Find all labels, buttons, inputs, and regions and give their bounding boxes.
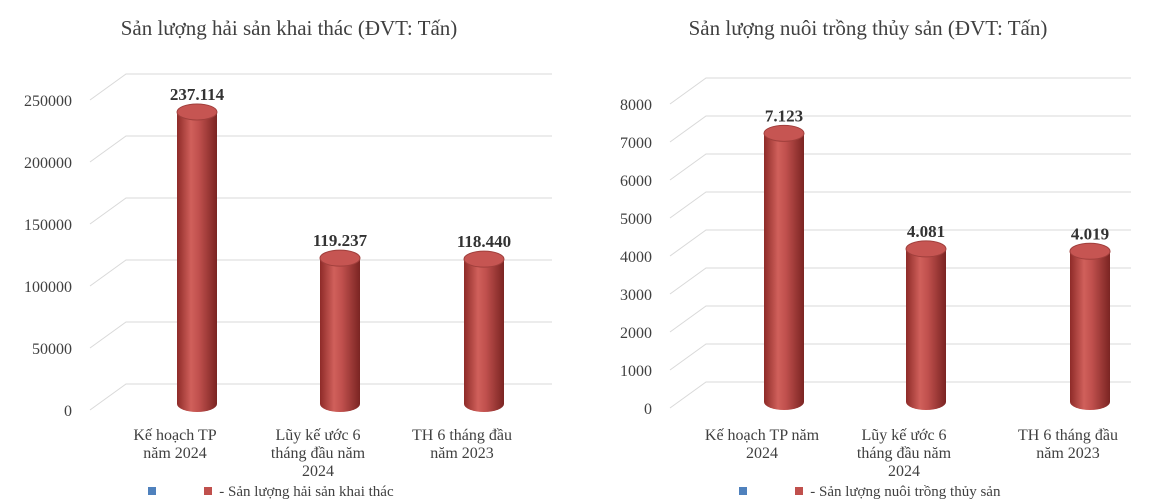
chart-panel-nuoi-trong: Sản lượng nuôi trồng thủy sản (ĐVT: Tấn)… xyxy=(579,0,1157,502)
gridline xyxy=(669,77,1131,105)
category-label: Lũy kế ước 6 tháng đầu năm 2024 xyxy=(271,427,366,480)
category-label-line: TH 6 tháng đầu xyxy=(412,427,512,444)
bar xyxy=(1069,242,1111,410)
y-tick-label: 250000 xyxy=(24,93,72,110)
gridlines xyxy=(669,77,1131,409)
bar-body xyxy=(320,258,360,412)
category-label-line: Kế hoạch TP năm xyxy=(705,427,820,444)
y-tick-label: 7000 xyxy=(620,135,652,152)
gridlines xyxy=(89,73,552,411)
y-tick-label: 2000 xyxy=(620,325,652,342)
category-label: TH 6 tháng đầu năm 2023 xyxy=(412,427,512,462)
chart-legend: - Sản lượng nuôi trồng thủy sản xyxy=(739,484,1000,502)
gridline xyxy=(669,267,1131,295)
gridline xyxy=(669,229,1131,257)
category-label-line: 2024 xyxy=(302,463,334,480)
bar-body xyxy=(464,259,504,412)
bar-top xyxy=(763,124,805,142)
data-label: 237.114 xyxy=(170,85,225,104)
bar-top xyxy=(176,103,218,121)
y-tick-label: 5000 xyxy=(620,211,652,228)
chart-title: Sản lượng nuôi trồng thủy sản (ĐVT: Tấn) xyxy=(688,16,1048,40)
legend-swatch-red xyxy=(203,487,212,495)
bar-body xyxy=(906,248,946,410)
y-tick-label: 3000 xyxy=(620,287,652,304)
bar-body xyxy=(764,133,804,411)
bar-top xyxy=(319,249,361,267)
gridline xyxy=(89,321,552,349)
gridline xyxy=(669,343,1131,371)
gridline xyxy=(89,197,552,225)
chart-panel-hai-san: Sản lượng hải sản khai thác (ĐVT: Tấn) 0… xyxy=(0,0,578,502)
y-tick-label: 50000 xyxy=(32,341,72,358)
y-tick-label: 100000 xyxy=(24,279,72,296)
gridline xyxy=(669,153,1131,181)
bar xyxy=(763,124,805,411)
gridline xyxy=(89,259,552,287)
bar-top xyxy=(905,240,947,258)
data-label: 7.123 xyxy=(765,106,803,125)
chart-legend: - Sản lượng hải sản khai thác xyxy=(148,484,394,502)
category-label-line: năm 2023 xyxy=(430,445,494,462)
y-tick-label: 0 xyxy=(64,403,72,420)
data-label: 119.237 xyxy=(313,231,368,250)
bar xyxy=(463,250,505,412)
bar xyxy=(319,249,361,412)
gridline xyxy=(89,73,552,101)
legend-swatch-red xyxy=(794,487,803,495)
data-label: 118.440 xyxy=(457,232,511,251)
gridline xyxy=(669,191,1131,219)
y-tick-label: 0 xyxy=(644,401,652,418)
category-label-line: tháng đầu năm xyxy=(857,445,952,462)
chart-title: Sản lượng hải sản khai thác (ĐVT: Tấn) xyxy=(120,16,458,40)
y-tick-label: 150000 xyxy=(24,217,72,234)
category-label-line: Lũy kế ước 6 xyxy=(275,427,360,444)
data-label: 4.081 xyxy=(907,222,945,241)
category-label: TH 6 tháng đầu năm 2023 xyxy=(1018,427,1118,462)
gridline xyxy=(669,381,1131,409)
y-tick-label: 8000 xyxy=(620,97,652,114)
bar-top xyxy=(1069,242,1111,260)
category-label-line: Lũy kế ước 6 xyxy=(861,427,946,444)
y-tick-label: 1000 xyxy=(620,363,652,380)
y-tick-label: 200000 xyxy=(24,155,72,172)
category-label: Kế hoạch TP năm 2024 xyxy=(705,427,820,462)
category-label: Kế hoạch TP năm 2024 xyxy=(133,427,216,462)
gridline xyxy=(669,115,1131,143)
legend-swatch-blue xyxy=(739,487,747,495)
category-label: Lũy kế ước 6 tháng đầu năm 2024 xyxy=(857,427,952,480)
data-label: 4.019 xyxy=(1071,224,1109,243)
gridline xyxy=(669,305,1131,333)
legend-label: - Sản lượng hải sản khai thác xyxy=(219,484,394,500)
legend-swatch-blue xyxy=(148,487,156,495)
category-label-line: tháng đầu năm xyxy=(271,445,366,462)
legend-label: - Sản lượng nuôi trồng thủy sản xyxy=(810,484,1001,500)
y-tick-label: 4000 xyxy=(620,249,652,266)
bar-top xyxy=(463,250,505,268)
gridline xyxy=(89,135,552,163)
category-label-line: năm 2024 xyxy=(143,445,207,462)
chart-plot: 0 50000 100000 150000 200000 250000 237.114 119… xyxy=(24,73,552,480)
chart-plot: 0 1000 2000 3000 4000 5000 6000 7000 8000 7.123 4.… xyxy=(620,77,1131,480)
category-label-line: 2024 xyxy=(746,445,778,462)
bar xyxy=(905,240,947,410)
category-label-line: 2024 xyxy=(888,463,920,480)
category-label-line: TH 6 tháng đầu xyxy=(1018,427,1118,444)
bar xyxy=(176,103,218,412)
gridline xyxy=(89,383,552,411)
category-label-line: Kế hoạch TP xyxy=(133,427,216,444)
y-tick-label: 6000 xyxy=(620,173,652,190)
bar-body xyxy=(1070,251,1110,410)
category-label-line: năm 2023 xyxy=(1036,445,1100,462)
bar-body xyxy=(177,111,217,412)
